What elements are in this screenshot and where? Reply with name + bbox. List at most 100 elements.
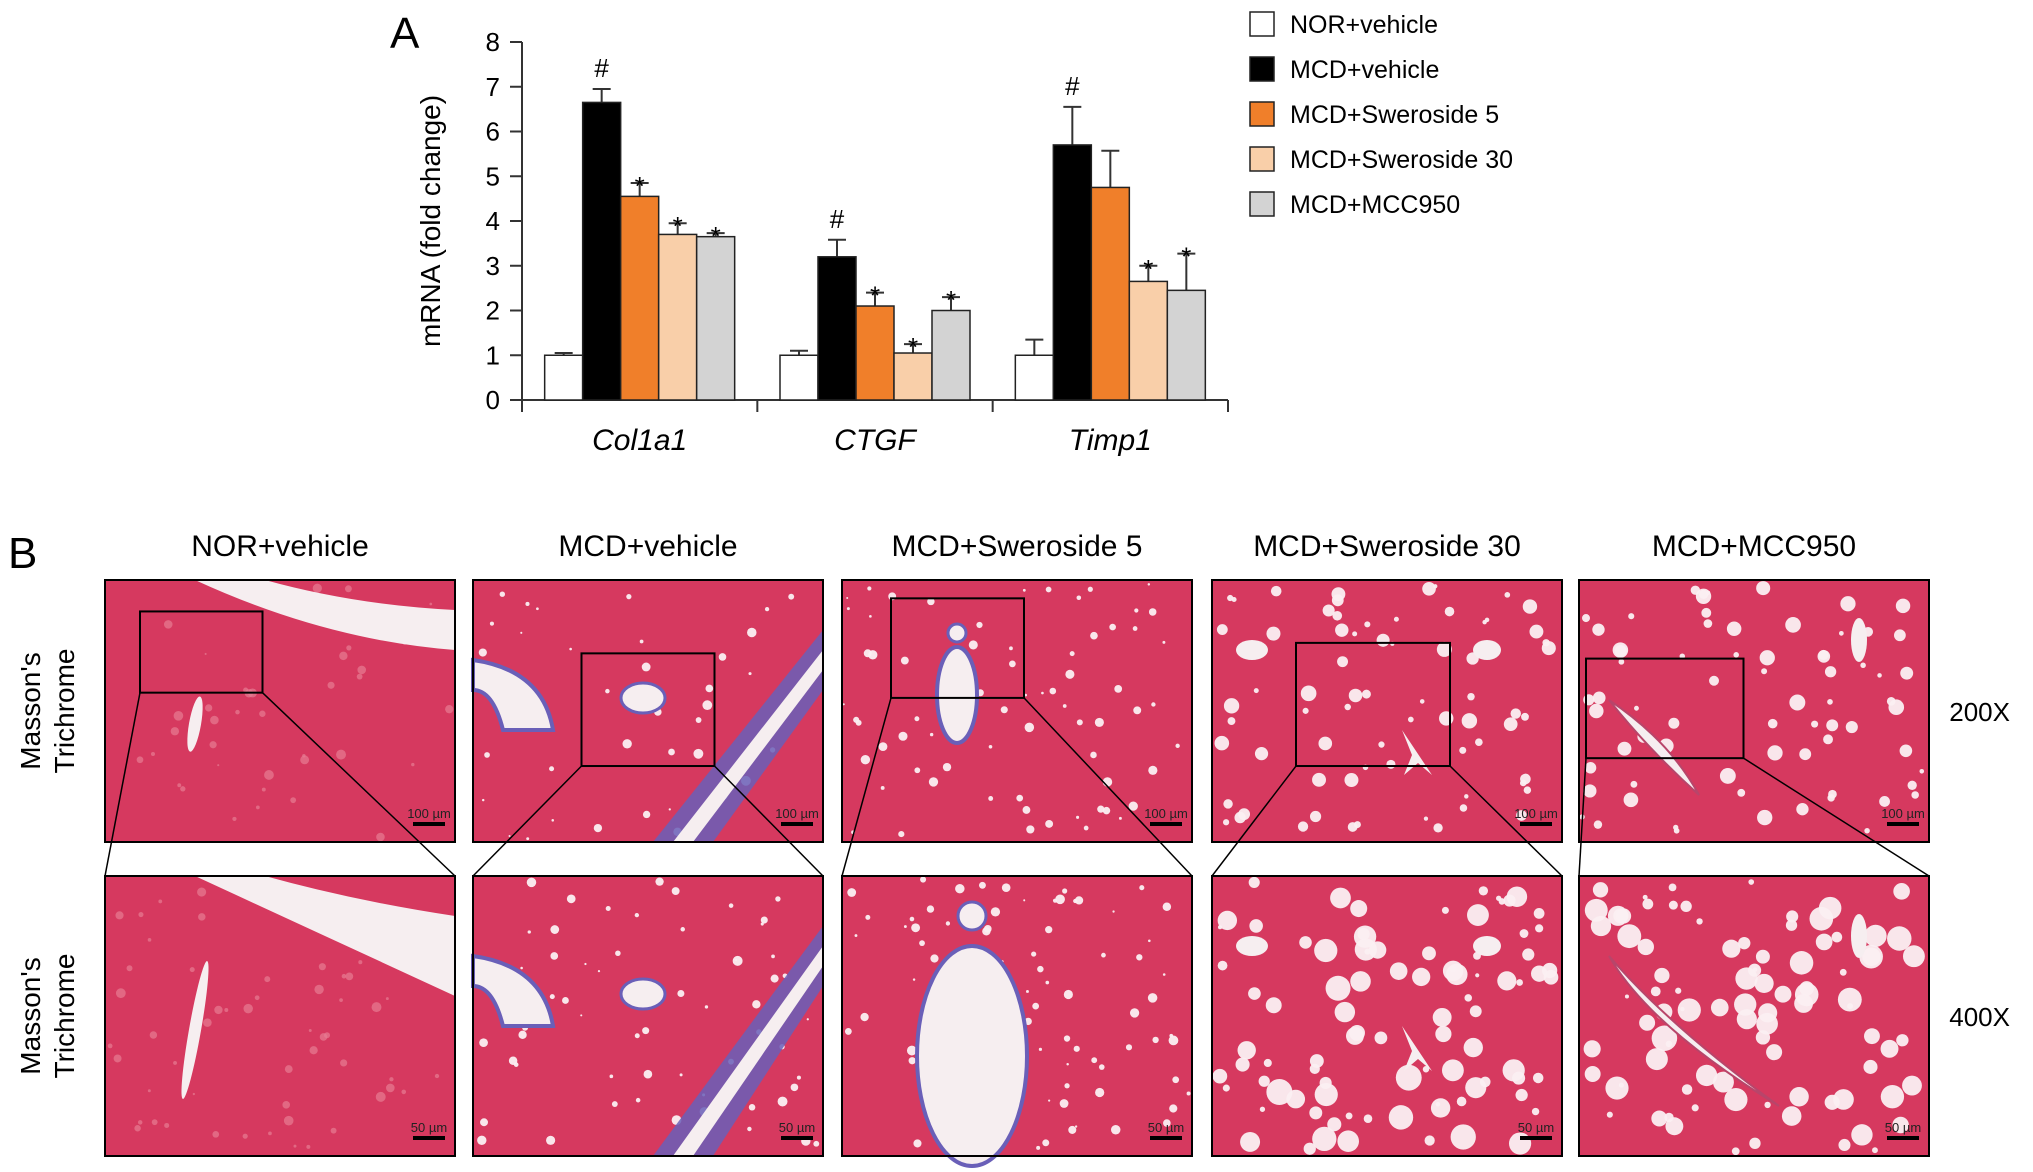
micrograph-frame	[472, 875, 824, 1157]
fat-vacuole	[1169, 1033, 1174, 1038]
fat-vacuole	[1432, 1007, 1452, 1027]
fat-vacuole	[1227, 594, 1234, 602]
fat-vacuole	[1147, 583, 1151, 586]
fat-vacuole	[173, 711, 184, 721]
fat-vacuole	[1163, 1119, 1171, 1127]
fat-vacuole	[1386, 759, 1396, 769]
fat-vacuole	[912, 978, 916, 981]
fat-vacuole	[1823, 734, 1833, 745]
fat-vacuole	[158, 899, 163, 904]
fat-vacuole	[198, 913, 206, 921]
fat-vacuole	[1796, 803, 1809, 816]
fat-vacuole	[1590, 915, 1612, 937]
fat-vacuole	[976, 621, 983, 629]
fat-vacuole	[1076, 595, 1082, 601]
fat-vacuole	[747, 1126, 752, 1132]
fat-vacuole	[1436, 641, 1452, 657]
fat-vacuole	[115, 911, 124, 920]
fat-vacuole	[300, 755, 310, 765]
fat-vacuole	[642, 810, 651, 819]
fat-vacuole	[968, 640, 978, 650]
legend-label: NOR+vehicle	[1290, 11, 1438, 39]
inset-box	[890, 597, 1025, 699]
fat-vacuole	[107, 1043, 113, 1049]
fat-vacuole	[1628, 613, 1635, 620]
fat-vacuole	[1068, 1125, 1077, 1134]
fat-vacuole	[1618, 658, 1625, 665]
fat-vacuole	[1148, 608, 1157, 616]
micrograph-frame	[104, 579, 456, 843]
significance-mark: #	[1065, 71, 1080, 101]
fat-vacuole	[192, 1092, 196, 1096]
fat-vacuole	[611, 1101, 618, 1107]
fat-vacuole	[1312, 772, 1326, 787]
fat-vacuole	[1022, 806, 1031, 814]
fat-vacuole	[312, 583, 322, 593]
fat-vacuole	[261, 787, 266, 792]
fat-vacuole	[1731, 1147, 1740, 1156]
vessel-lumen	[187, 696, 203, 752]
fat-vacuole	[1824, 666, 1837, 678]
fat-vacuole	[813, 1140, 820, 1147]
fat-vacuole	[1516, 979, 1523, 986]
fat-vacuole	[908, 1057, 916, 1065]
fat-vacuole	[911, 923, 921, 933]
fat-vacuole	[1025, 989, 1029, 993]
fat-vacuole	[212, 1130, 220, 1138]
fat-vacuole	[527, 930, 531, 934]
fat-vacuole	[1664, 1112, 1674, 1123]
legend-label: MCD+vehicle	[1290, 56, 1439, 84]
fat-vacuole	[1893, 629, 1906, 642]
fat-vacuole	[1090, 751, 1097, 759]
fat-vacuole	[1423, 816, 1429, 821]
fat-vacuole	[314, 984, 324, 995]
fat-vacuole	[1349, 1024, 1365, 1041]
fat-vacuole	[1710, 998, 1729, 1017]
fat-vacuole	[1639, 1014, 1656, 1031]
fat-vacuole	[242, 1133, 248, 1139]
scale-bar-label: 100 µm	[1514, 806, 1558, 821]
fat-vacuole	[1464, 994, 1473, 1002]
fat-vacuole	[1016, 794, 1024, 802]
fat-vacuole	[115, 988, 126, 999]
fat-vacuole	[1031, 951, 1037, 957]
fat-vacuole	[1136, 954, 1143, 961]
fat-vacuole	[1270, 585, 1282, 597]
fat-vacuole	[1234, 811, 1246, 824]
central-vein	[915, 944, 1029, 1168]
fat-vacuole	[189, 967, 195, 973]
fat-vacuole	[752, 1000, 761, 1009]
micrograph-frame	[1578, 875, 1930, 1157]
fat-vacuole	[1584, 1066, 1601, 1082]
fat-vacuole	[1799, 748, 1812, 761]
fat-vacuole	[1148, 939, 1151, 943]
fat-vacuole	[1374, 1031, 1388, 1045]
fat-vacuole	[1368, 941, 1387, 959]
fat-vacuole	[1045, 819, 1054, 828]
fat-vacuole	[854, 934, 858, 937]
fat-vacuole	[903, 925, 907, 928]
fat-vacuole	[520, 631, 523, 634]
fat-vacuole	[1237, 1041, 1256, 1060]
fat-vacuole	[1756, 581, 1771, 596]
fat-vacuole	[771, 954, 775, 959]
fat-vacuole	[1496, 895, 1502, 901]
fat-vacuole	[1757, 809, 1773, 826]
fat-vacuole	[551, 819, 554, 822]
panel-a-letter: A	[390, 9, 420, 58]
chart-legend: NOR+vehicle MCD+vehicle MCD+Sweroside 5 MCD…	[1249, 11, 1513, 219]
fat-vacuole	[1132, 626, 1138, 631]
y-tick-label: 4	[486, 206, 500, 236]
fat-vacuole	[1069, 651, 1075, 657]
fat-vacuole	[1645, 1048, 1668, 1071]
fat-vacuole	[1407, 716, 1414, 723]
fat-vacuole	[983, 925, 992, 933]
fat-vacuole	[445, 705, 454, 714]
fat-vacuole	[1045, 926, 1053, 934]
fat-vacuole	[1412, 967, 1431, 987]
y-tick-label: 5	[486, 161, 500, 191]
fat-vacuole	[1162, 640, 1166, 644]
fat-vacuole	[1872, 1147, 1878, 1154]
fat-vacuole	[584, 962, 587, 966]
fat-vacuole	[1357, 927, 1370, 941]
